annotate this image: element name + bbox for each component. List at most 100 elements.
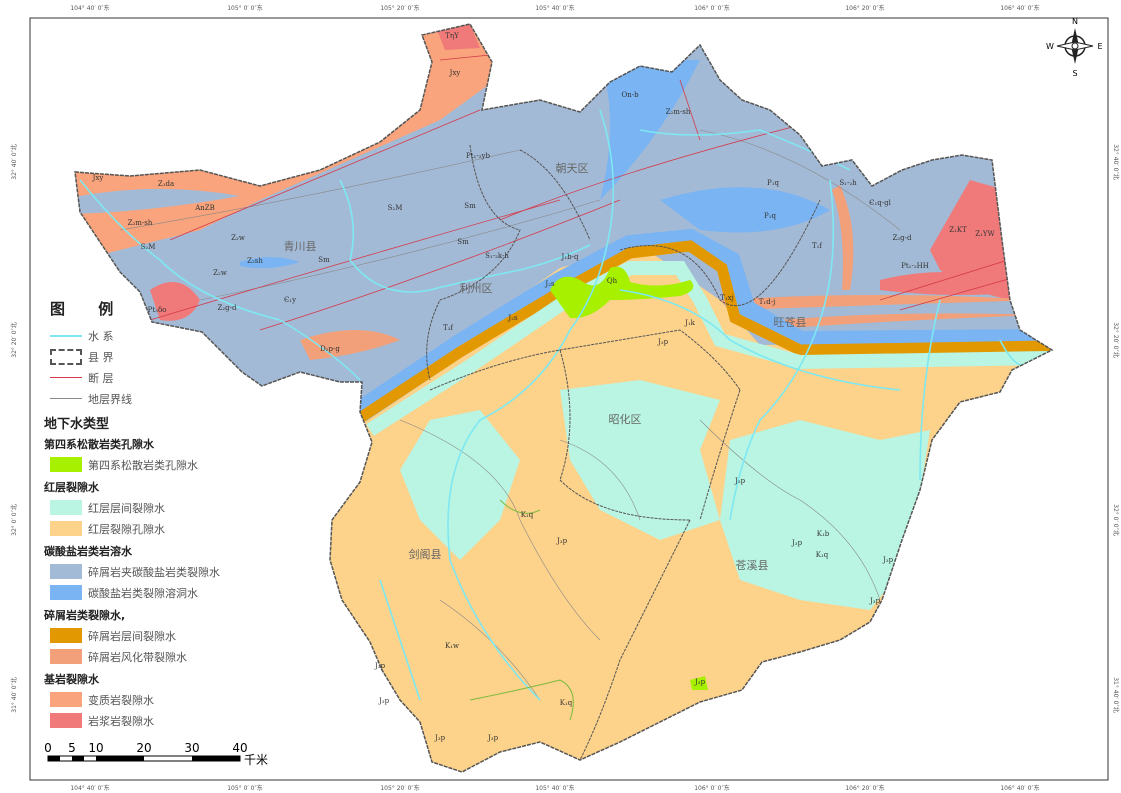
- line-symbol: [50, 391, 82, 406]
- compass-e: E: [1097, 42, 1102, 51]
- stratum-code: Z₁YW: [975, 230, 995, 238]
- stratum-code: J₁b-q: [561, 253, 579, 261]
- stratum-code: Z₂w: [231, 234, 245, 242]
- rivers[interactable]: [79, 109, 1041, 701]
- zone-magmatic: [435, 24, 480, 50]
- zone-magmatic: [150, 282, 200, 321]
- stratum-code: K₁w: [445, 642, 459, 650]
- stratum-code: Sm: [457, 238, 469, 246]
- stratum-code: Pt₁-₂yb: [466, 152, 490, 160]
- legend-label: 碳酸盐岩类裂隙溶洞水: [88, 586, 198, 600]
- legend-item: 变质岩裂隙水: [50, 689, 250, 710]
- stratum-code: Pt₃δo: [148, 306, 167, 314]
- stratum-code: K₁q: [521, 511, 534, 519]
- legend-item: 岩浆岩裂隙水: [50, 710, 250, 731]
- stratum-code: S₁-₂k-h: [485, 252, 509, 260]
- place-name: 利州区: [460, 282, 493, 295]
- zone-carbonate-karst: [660, 187, 830, 233]
- scale-bar-graphic: 0 5 10 20 30 40 千米: [44, 741, 268, 767]
- legend-item: 碎屑岩风化带裂隙水: [50, 646, 250, 667]
- legend-group-title: 红层裂隙水: [44, 481, 99, 494]
- stratum-code: Z₂g-d: [893, 234, 913, 242]
- legend: 图 例 水 系县 界断 层地层界线 地下水类型 第四系松散岩类孔隙水 第四系松散岩…: [44, 298, 250, 731]
- scale-tick-label: 20: [136, 741, 151, 755]
- legend-item: 地层界线: [50, 388, 250, 409]
- coord-top: 105° 20′ 0″东: [380, 4, 419, 12]
- coord-left: 32° 20′ 0″北: [10, 322, 18, 358]
- scale-tick-label: 10: [88, 741, 103, 755]
- legend-label: 岩浆岩裂隙水: [88, 714, 154, 728]
- compass-w: W: [1046, 42, 1054, 51]
- place-name: 苍溪县: [736, 559, 769, 572]
- legend-item: 红层裂隙孔隙水: [50, 518, 250, 539]
- stratum-code: On-b: [621, 91, 639, 99]
- stratum-code: J₂s: [544, 280, 555, 288]
- coord-top: 106° 20′ 0″东: [845, 4, 884, 12]
- zone-carbonate-karst: [600, 60, 700, 200]
- legend-label: 变质岩裂隙水: [88, 693, 154, 707]
- stratum-code: S₁-₂h: [839, 179, 857, 187]
- map-frame: [29, 17, 1109, 781]
- legend-label: 碎屑岩层间裂隙水: [88, 629, 176, 643]
- legend-label: 第四系松散岩类孔隙水: [88, 458, 198, 472]
- coord-bottom: 105° 40′ 0″东: [535, 784, 574, 792]
- stratum-code: Z₂w: [213, 269, 227, 277]
- stratum-code: J₃p: [791, 539, 803, 547]
- legend-label: 断 层: [88, 371, 114, 385]
- zone-red-bed-interlayer: [400, 410, 520, 560]
- coord-top: 106° 0′ 0″东: [694, 4, 730, 12]
- scale-unit: 千米: [244, 753, 268, 767]
- line-symbol: [50, 370, 82, 385]
- legend-label: 红层层间裂隙水: [88, 501, 165, 515]
- legend-group-title: 碎屑岩类裂隙水,: [44, 609, 126, 622]
- zone-clastic-weathered: [720, 295, 1040, 310]
- stratum-code: Sm: [318, 256, 330, 264]
- zone-magmatic: [930, 180, 1010, 300]
- coord-right: 32° 40′ 0″北: [1112, 144, 1120, 180]
- stratum-code: Z₁KT: [949, 226, 967, 234]
- stratum-code: T₁d-j: [759, 298, 776, 306]
- tributaries: [469, 499, 574, 721]
- coordinate-labels: 104° 40′ 0″东 104° 40′ 0″东 105° 0′ 0″东 105° …: [10, 4, 1120, 792]
- stratum-code: J₃p: [694, 678, 706, 686]
- place-name: 旺苍县: [774, 316, 807, 329]
- zone-quaternary-pore: [690, 676, 708, 690]
- legend-label: 碎屑岩风化带裂隙水: [88, 650, 187, 664]
- zone-clastic-carbonate: [75, 188, 240, 214]
- stratum-code: Qh: [607, 277, 618, 285]
- coord-top: 104° 40′ 0″东: [70, 4, 109, 12]
- stratum-code: J₃p: [556, 537, 568, 545]
- stratum-code: Z₂g-d: [218, 304, 238, 312]
- legend-item: 第四系松散岩类孔隙水: [50, 454, 250, 475]
- stratum-code: D₂p-g: [320, 345, 340, 353]
- zone-clastic-weathered: [300, 330, 400, 360]
- legend-item: 碎屑岩夹碳酸盐岩类裂隙水: [50, 561, 250, 582]
- legend-group-title: 基岩裂隙水: [44, 673, 99, 686]
- zone-clastic-weathered: [780, 313, 1040, 328]
- stratum-code: Jxy: [92, 174, 104, 182]
- stratum-codes: TηY Jxy Pt₁-₂yb Jxy Z₁da AnZB Z₂m-sh S₂M S₂M Z₂w Z…: [92, 32, 996, 742]
- scale-bar: 0 5 10 20 30 40 千米: [44, 740, 284, 770]
- place-name: 朝天区: [556, 162, 589, 175]
- coord-bottom: 106° 20′ 0″东: [845, 784, 884, 792]
- stratum-code: Z₂m-sh: [128, 219, 153, 227]
- stratum-code: J₃p: [734, 477, 746, 485]
- stratum-code: P₁q: [767, 179, 780, 187]
- coord-right: 31° 40′ 0″北: [1112, 677, 1120, 713]
- scale-tick-label: 30: [184, 741, 199, 755]
- groundwater-title: 地下水类型: [44, 417, 110, 432]
- zone-magmatic: [880, 272, 1040, 295]
- place-name: 青川县: [284, 240, 317, 253]
- legend-group-title: 第四系松散岩类孔隙水: [44, 438, 154, 451]
- color-swatch: [50, 692, 82, 707]
- legend-label: 地层界线: [88, 392, 132, 406]
- coord-bottom: 105° 0′ 0″东: [227, 784, 263, 792]
- color-swatch: [50, 564, 82, 579]
- coord-bottom: 105° 20′ 0″东: [380, 784, 419, 792]
- stratum-code: Z₁da: [158, 180, 174, 188]
- legend-label: 红层裂隙孔隙水: [88, 522, 165, 536]
- stratum-code: T₃f: [443, 324, 454, 332]
- legend-title: 图 例: [50, 300, 128, 318]
- county-boundary-symbol: [50, 348, 82, 365]
